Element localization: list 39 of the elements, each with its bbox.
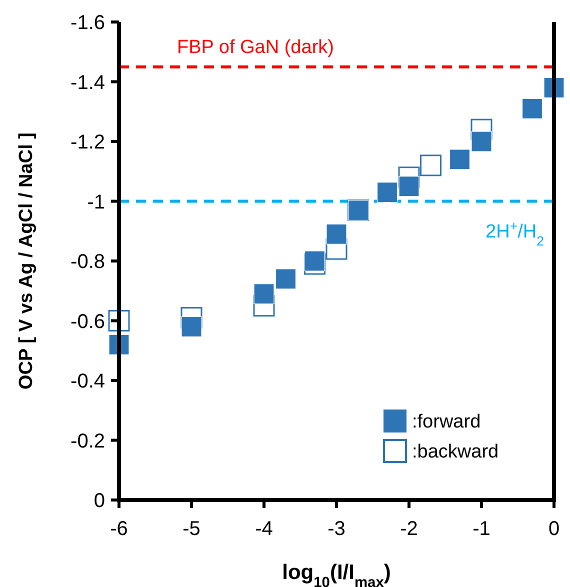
x-tick-label: -5 [182,518,200,540]
y-tick-label: -1.4 [70,72,105,94]
x-tick-label: -3 [328,518,346,540]
y-axis-title: OCP [ V vs Ag / AgCl / NaCl ] [16,132,37,390]
point [398,166,420,188]
x-tick-label: -6 [110,518,128,540]
point [304,250,326,272]
point [471,131,492,152]
point [470,118,492,140]
legend-label: :forward [412,412,481,433]
y-tick-label: -1.2 [70,132,105,154]
x-tick-label: -4 [255,518,273,540]
point [326,224,347,244]
y-tick-label: -1.6 [70,12,105,34]
y-tick-label: -0.8 [70,251,105,273]
ref-line-label: 2H$^{+}$/H$_{2}$ [486,218,544,248]
y-tick-label: -1 [87,191,105,214]
y-tick-label: 0 [94,490,105,512]
y-tick-label: -0.6 [70,310,105,333]
point [108,310,130,332]
point [398,176,420,197]
ref-line-label: FBP of GaN (dark) [177,36,334,58]
point [522,98,543,119]
y-tick-label: -0.2 [70,430,105,452]
point [180,307,202,329]
point [420,154,442,176]
y-tick-label: -0.4 [70,370,105,392]
x-axis-title: log$_{10}$(I/I$_{max}$) [282,561,391,587]
point [254,284,274,304]
point [449,149,470,170]
point [181,316,202,338]
point [253,295,275,317]
point [376,182,398,203]
point [326,238,348,260]
point [275,268,296,290]
x-tick-label: 0 [548,518,560,540]
x-tick-label: -1 [472,518,490,540]
x-tick-label: -2 [400,518,418,540]
legend-label: :backward [412,442,499,463]
